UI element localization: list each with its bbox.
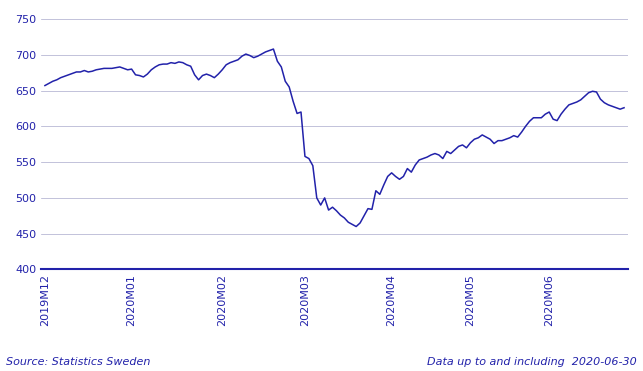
Text: Data up to and including  2020-06-30: Data up to and including 2020-06-30: [427, 357, 637, 367]
Text: Source: Statistics Sweden: Source: Statistics Sweden: [6, 357, 151, 367]
